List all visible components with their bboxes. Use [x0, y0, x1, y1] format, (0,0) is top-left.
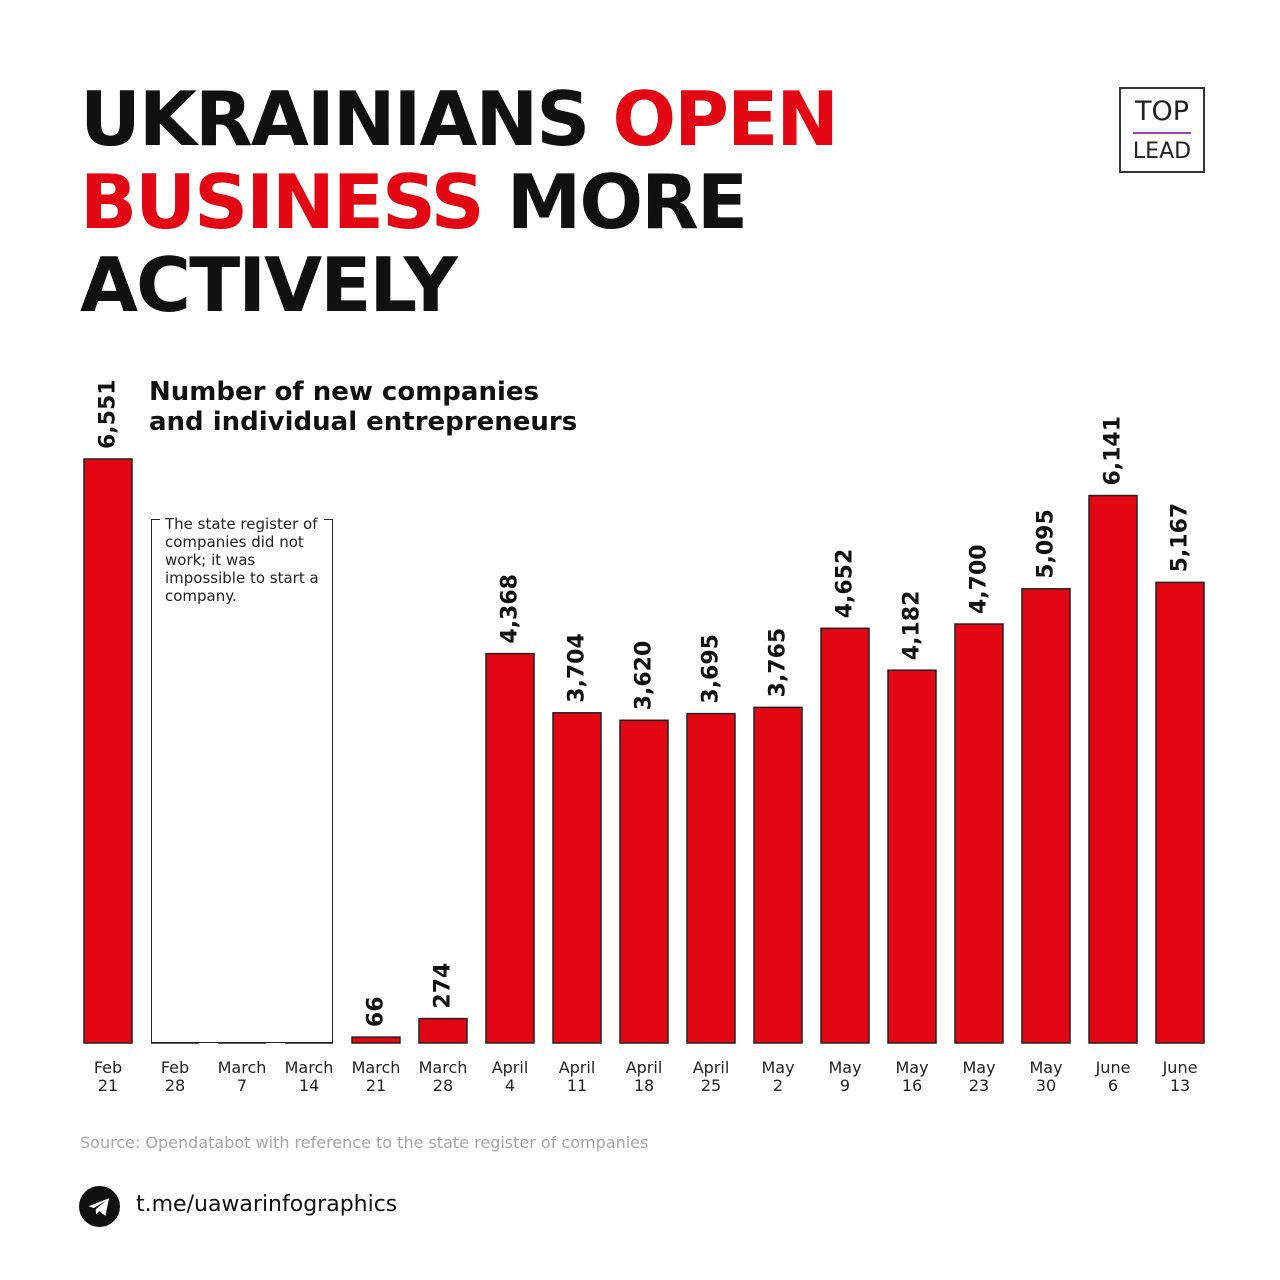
logo-top-text: TOP — [1134, 96, 1190, 127]
x-tick-label: 30 — [1036, 1076, 1056, 1095]
data-label: 6,141 — [1101, 416, 1126, 486]
bar — [418, 1017, 468, 1044]
bar — [686, 712, 736, 1044]
bar — [552, 712, 602, 1044]
chart-subtitle-line-2: and individual entrepreneurs — [149, 407, 578, 437]
data-label: 6,551 — [96, 379, 121, 449]
data-label: 4,368 — [498, 574, 523, 644]
register-closed-note: The state register of companies did not … — [165, 515, 319, 605]
x-tick-label: April — [693, 1058, 730, 1077]
x-tick-label: 4 — [505, 1076, 515, 1095]
bar — [351, 1036, 401, 1044]
x-tick-label: 21 — [98, 1076, 118, 1095]
bar — [619, 719, 669, 1044]
data-label: 3,695 — [699, 634, 724, 704]
telegram-icon[interactable] — [79, 1186, 120, 1227]
x-tick-label: April — [626, 1058, 663, 1077]
headline-line-2: BUSINESS MORE — [80, 161, 837, 244]
bar — [753, 706, 803, 1044]
chart-subtitle-line-1: Number of new companies — [149, 377, 539, 407]
top-lead-logo: TOP LEAD — [1119, 87, 1205, 173]
headline-accent-text: BUSINESS — [80, 158, 485, 246]
x-tick-label: June — [1162, 1058, 1198, 1077]
x-tick-label: 11 — [567, 1076, 587, 1095]
headline-accent-text: OPEN — [612, 75, 839, 163]
x-tick-label: May — [895, 1058, 928, 1077]
bar — [1155, 581, 1205, 1044]
x-tick-label: 6 — [1108, 1076, 1118, 1095]
x-tick-label: 2 — [773, 1076, 783, 1095]
headline-line-3: ACTIVELY — [80, 241, 458, 329]
headline-text: MORE — [482, 158, 748, 246]
bar — [1021, 588, 1071, 1044]
x-tick-label: May — [1029, 1058, 1062, 1077]
data-label: 3,620 — [632, 641, 657, 711]
x-tick-label: April — [492, 1058, 529, 1077]
x-tick-label: May — [761, 1058, 794, 1077]
x-tick-label: 9 — [840, 1076, 850, 1095]
data-label: 3,765 — [766, 628, 791, 698]
chart-subtitle: Number of new companies and individual e… — [149, 377, 669, 437]
bar — [954, 623, 1004, 1044]
x-tick-label: 7 — [237, 1076, 247, 1095]
x-tick-label: 18 — [634, 1076, 654, 1095]
data-label: 3,704 — [565, 633, 590, 703]
data-label: 66 — [364, 996, 389, 1027]
x-tick-label: April — [559, 1058, 596, 1077]
x-tick-label: 13 — [1170, 1076, 1190, 1095]
register-closed-bracket: The state register of companies did not … — [151, 515, 333, 1043]
headline: UKRAINIANS OPEN BUSINESS MORE ACTIVELY — [80, 75, 839, 329]
data-label: 4,700 — [967, 544, 992, 614]
data-label: 274 — [431, 963, 456, 1009]
bar — [820, 627, 870, 1044]
headline-text: UKRAINIANS — [80, 75, 613, 163]
x-tick-label: May — [828, 1058, 861, 1077]
x-tick-label: 16 — [902, 1076, 922, 1095]
x-tick-label: June — [1095, 1058, 1131, 1077]
bar — [485, 652, 535, 1044]
logo-bottom-text: LEAD — [1132, 139, 1192, 164]
x-tick-label: Feb — [94, 1058, 122, 1077]
bar — [887, 669, 937, 1044]
x-tick-label: Feb — [161, 1058, 189, 1077]
x-tick-label: 21 — [366, 1076, 386, 1095]
bar-chart: 6,551Feb21Feb28March7March1466March21274… — [83, 379, 1205, 1095]
x-tick-label: 28 — [165, 1076, 185, 1095]
logo-divider — [1133, 132, 1191, 134]
data-label: 5,167 — [1168, 503, 1193, 573]
bar — [1088, 494, 1138, 1044]
headline-line-1: UKRAINIANS OPEN — [80, 75, 839, 163]
data-label: 5,095 — [1034, 509, 1059, 579]
telegram-link[interactable]: t.me/uawarinfographics — [136, 1192, 398, 1217]
bar — [83, 458, 133, 1044]
x-tick-label: 25 — [701, 1076, 721, 1095]
data-label: 4,652 — [833, 549, 858, 619]
data-label: 4,182 — [900, 591, 925, 661]
source-note: Source: Opendatabot with reference to th… — [80, 1133, 649, 1152]
x-tick-label: May — [962, 1058, 995, 1077]
x-tick-label: 23 — [969, 1076, 989, 1095]
x-tick-label: 28 — [433, 1076, 453, 1095]
x-tick-label: March — [419, 1058, 468, 1077]
x-tick-label: March — [352, 1058, 401, 1077]
x-tick-label: 14 — [299, 1076, 319, 1095]
x-tick-label: March — [218, 1058, 267, 1077]
x-tick-label: March — [285, 1058, 334, 1077]
